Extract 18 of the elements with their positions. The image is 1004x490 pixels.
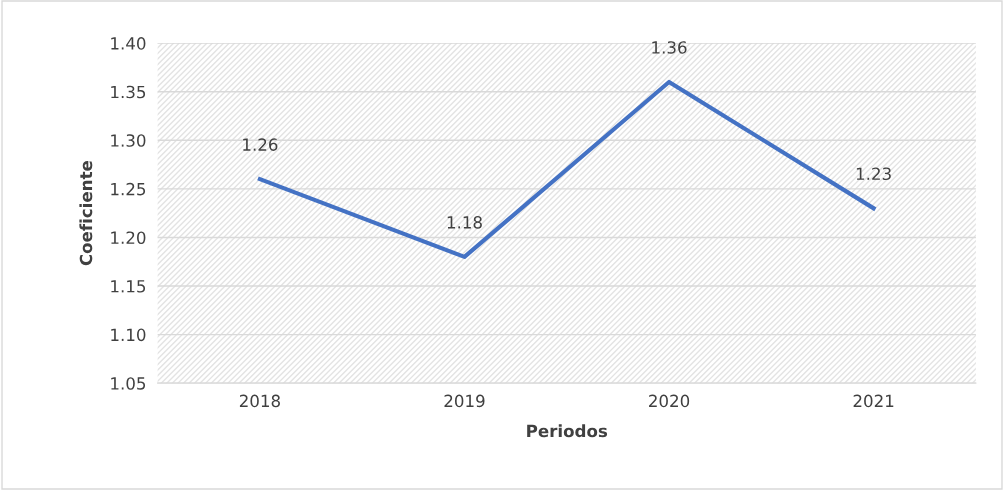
text: 1.15	[111, 280, 146, 293]
x-tick-label: 2019	[444, 394, 485, 408]
text: 1.40	[111, 37, 146, 50]
text: 1.20	[111, 231, 146, 245]
text: 1.30	[111, 134, 146, 147]
text: 1.25	[111, 182, 146, 196]
data-label: 1.18	[447, 216, 482, 229]
x-axis-title: Periodos	[527, 424, 608, 438]
x-tick-label: 2021	[853, 394, 894, 408]
data-label: 1.36	[652, 41, 687, 54]
x-tick-label: 2018	[239, 394, 280, 408]
text: 1.05	[111, 377, 146, 390]
text: 1.35	[111, 85, 146, 99]
data-label: 1.26	[243, 138, 278, 151]
x-tick-label: 2020	[649, 394, 690, 408]
y-axis-title: Coeficiente	[79, 160, 93, 266]
text: 1.10	[111, 328, 146, 342]
data-label: 1.23	[856, 167, 891, 181]
